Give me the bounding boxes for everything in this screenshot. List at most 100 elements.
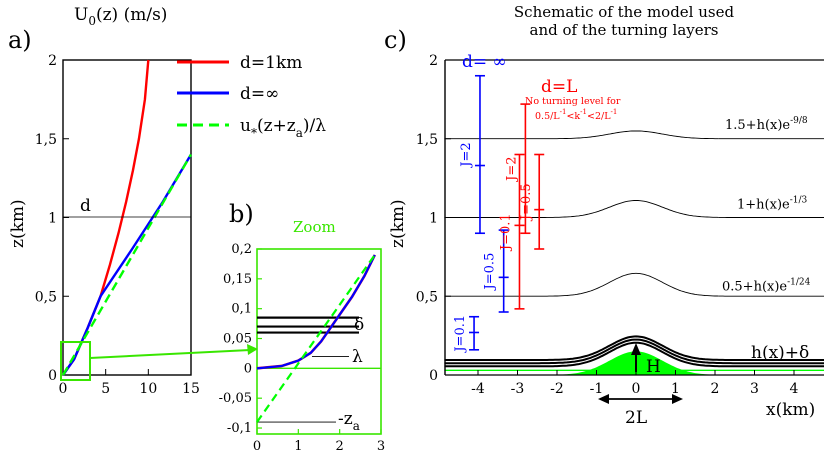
panel-a-series-0: [62, 59, 150, 376]
width-label: 2L: [625, 408, 647, 428]
panel-a-title: U0(z) (m/s): [74, 5, 167, 28]
panel-b-ytick-label: 0,1: [231, 302, 252, 317]
panel-a-ytick-label: 2: [48, 53, 57, 69]
panel-c-xtick-label: 0: [632, 381, 641, 397]
boundary-line-1: [444, 338, 824, 365]
panel-b-ytick-label: -0,1: [227, 421, 252, 436]
panel-c-xtick-label: 3: [750, 381, 759, 397]
panel-a-xtick-label: 5: [101, 381, 110, 397]
panel-c: c) Schematic of the model used and of th…: [384, 3, 824, 428]
panel-a-xtick-label: 10: [139, 381, 157, 397]
note-no-turning: No turning level for: [525, 96, 621, 107]
panel-c-xtick-label: -4: [471, 381, 485, 397]
panel-a-ytick-label: 0,5: [35, 289, 57, 305]
panel-b-levels: [257, 316, 381, 423]
panel-a-ytick-label: 1,5: [35, 132, 57, 148]
blue-bar-1-label: J=0.5: [483, 253, 498, 292]
panel-b-xtick-label: 1: [294, 439, 302, 454]
panel-c-label: c): [384, 26, 407, 54]
panel-b-title: Zoom: [293, 218, 336, 236]
panel-b-za-label: -za: [338, 409, 360, 433]
panel-b-series-1: [256, 254, 376, 370]
turning-layer-0: [444, 272, 719, 297]
hill-fill: [444, 351, 824, 375]
panel-b-delta-label: δ: [354, 315, 364, 335]
height-label: H: [646, 357, 661, 377]
turning-layer-label-0: 0.5+h(x)e-1/24: [722, 277, 811, 294]
legend-red-d-L: d=L: [541, 77, 577, 97]
panel-a-ytick-label: 1: [48, 211, 57, 227]
panel-c-layers: 0.5+h(x)e-1/24 1+h(x)e-1/3 1.5+h(x)e-9/8: [444, 116, 824, 297]
red-bar-2-label: J=0.5: [519, 183, 534, 222]
blue-bar-0-label: J=2: [459, 142, 474, 168]
zoom-box: [60, 341, 91, 381]
panel-c-ytick-label: 0,5: [416, 289, 438, 305]
panel-c-ytick-label: 0: [429, 368, 438, 384]
panel-b-xtick-label: 0: [253, 439, 261, 454]
legend-label-red: d=1km: [240, 53, 302, 73]
panel-a-ylabel: z(km): [8, 199, 28, 248]
panel-c-xtick-label: -3: [511, 381, 525, 397]
turning-layer-label-1: 1+h(x)e-1/3: [737, 196, 808, 213]
zoom-arrow: [89, 349, 251, 359]
zoom-arrow-head: [247, 344, 258, 355]
panel-b-frame: [256, 248, 382, 435]
panel-a-curves: [61, 59, 193, 376]
panel-a-xtick-label: 15: [182, 381, 200, 397]
red-bar-0-label: J=2: [504, 156, 519, 182]
panel-b-xtick-label: 3: [377, 439, 385, 454]
note-range: 0.5/L-1<k-1<2/L-1: [535, 108, 617, 122]
panel-b-ytick-label: 0: [244, 361, 252, 376]
panel-a: a) U0(z) (m/s) z(km) 0 5 10 15 0 0,5 1 1,5 2 d: [8, 5, 258, 397]
width-arrow-left: [598, 394, 609, 404]
panel-c-xtick-label: -2: [550, 381, 564, 397]
panel-c-xtick-label: 2: [711, 381, 720, 397]
panel-c-xtick-label: -1: [590, 381, 604, 397]
boundary-line-0: [444, 341, 824, 368]
legend: d=1km d=∞ u*(z+za)/λ: [177, 53, 326, 140]
panel-c-ytick-label: 1,5: [416, 132, 438, 148]
panel-b-ticks: 0 1 2 3 -0,1 -0,05 0 0,05 0,1 0,15 0,2: [219, 242, 385, 454]
panel-b: b) Zoom 0 1 2 3 -0,1 -0,05 0 0,05 0,1 0,15 0,2 δ λ…: [219, 200, 385, 454]
panel-c-xtick-label: 1: [671, 381, 680, 397]
panel-c-ylabel: z(km): [388, 199, 408, 248]
panel-c-hill: [444, 335, 824, 375]
turning-layer-2: [444, 130, 719, 140]
panel-c-title: Schematic of the model used: [514, 3, 735, 21]
panel-c-xlabel: x(km): [766, 400, 815, 420]
panel-a-d-label: d: [80, 196, 91, 216]
red-bar-1-label: J=0.1: [498, 213, 513, 252]
panel-b-label: b): [229, 200, 254, 228]
panel-c-title-2: and of the turning layers: [530, 21, 719, 39]
panel-b-series-2: [256, 254, 376, 423]
height-arrow-head: [631, 343, 641, 355]
legend-label-blue: d=∞: [240, 84, 279, 104]
panel-b-xtick-label: 2: [336, 439, 344, 454]
boundary-line-2: [444, 335, 824, 361]
panel-c-ytick-label: 2: [429, 53, 438, 69]
panel-c-ytick-label: 1: [429, 211, 438, 227]
panel-a-frame: [62, 59, 192, 376]
panel-a-label: a): [8, 26, 32, 54]
legend-label-green: u*(z+za)/λ: [240, 116, 326, 140]
boundary-label: h(x)+δ: [751, 343, 809, 363]
panel-c-bars: J=2J=0.5J=0.1J=2J=0.1J=0.5: [453, 74, 545, 354]
panel-a-series-2: [61, 153, 193, 376]
turning-layer-1: [444, 200, 719, 218]
panel-a-ticks: 0 5 10 15 0 0,5 1 1,5 2: [35, 53, 200, 397]
panel-b-ytick-label: 0,15: [223, 272, 252, 287]
panel-b-ytick-label: -0,05: [219, 391, 252, 406]
panel-a-xtick-label: 0: [59, 381, 68, 397]
panel-c-ticks: -4 -3 -2 -1 0 1 2 3 4 0 0,5 1 1,5 2: [416, 53, 799, 397]
turning-layer-label-2: 1.5+h(x)e-9/8: [725, 116, 808, 133]
legend-blue-d-inf: d= ∞: [462, 52, 507, 72]
width-arrow-right: [672, 394, 683, 404]
blue-bar-2-label: J=0.1: [453, 315, 468, 354]
panel-b-lambda-label: λ: [352, 347, 363, 367]
panel-c-xtick-label: 4: [790, 381, 799, 397]
panel-a-ytick-label: 0: [48, 368, 57, 384]
panel-b-curves: [256, 254, 376, 423]
panel-b-ytick-label: 0,05: [223, 332, 252, 347]
panel-b-ytick-label: 0,2: [231, 242, 252, 257]
